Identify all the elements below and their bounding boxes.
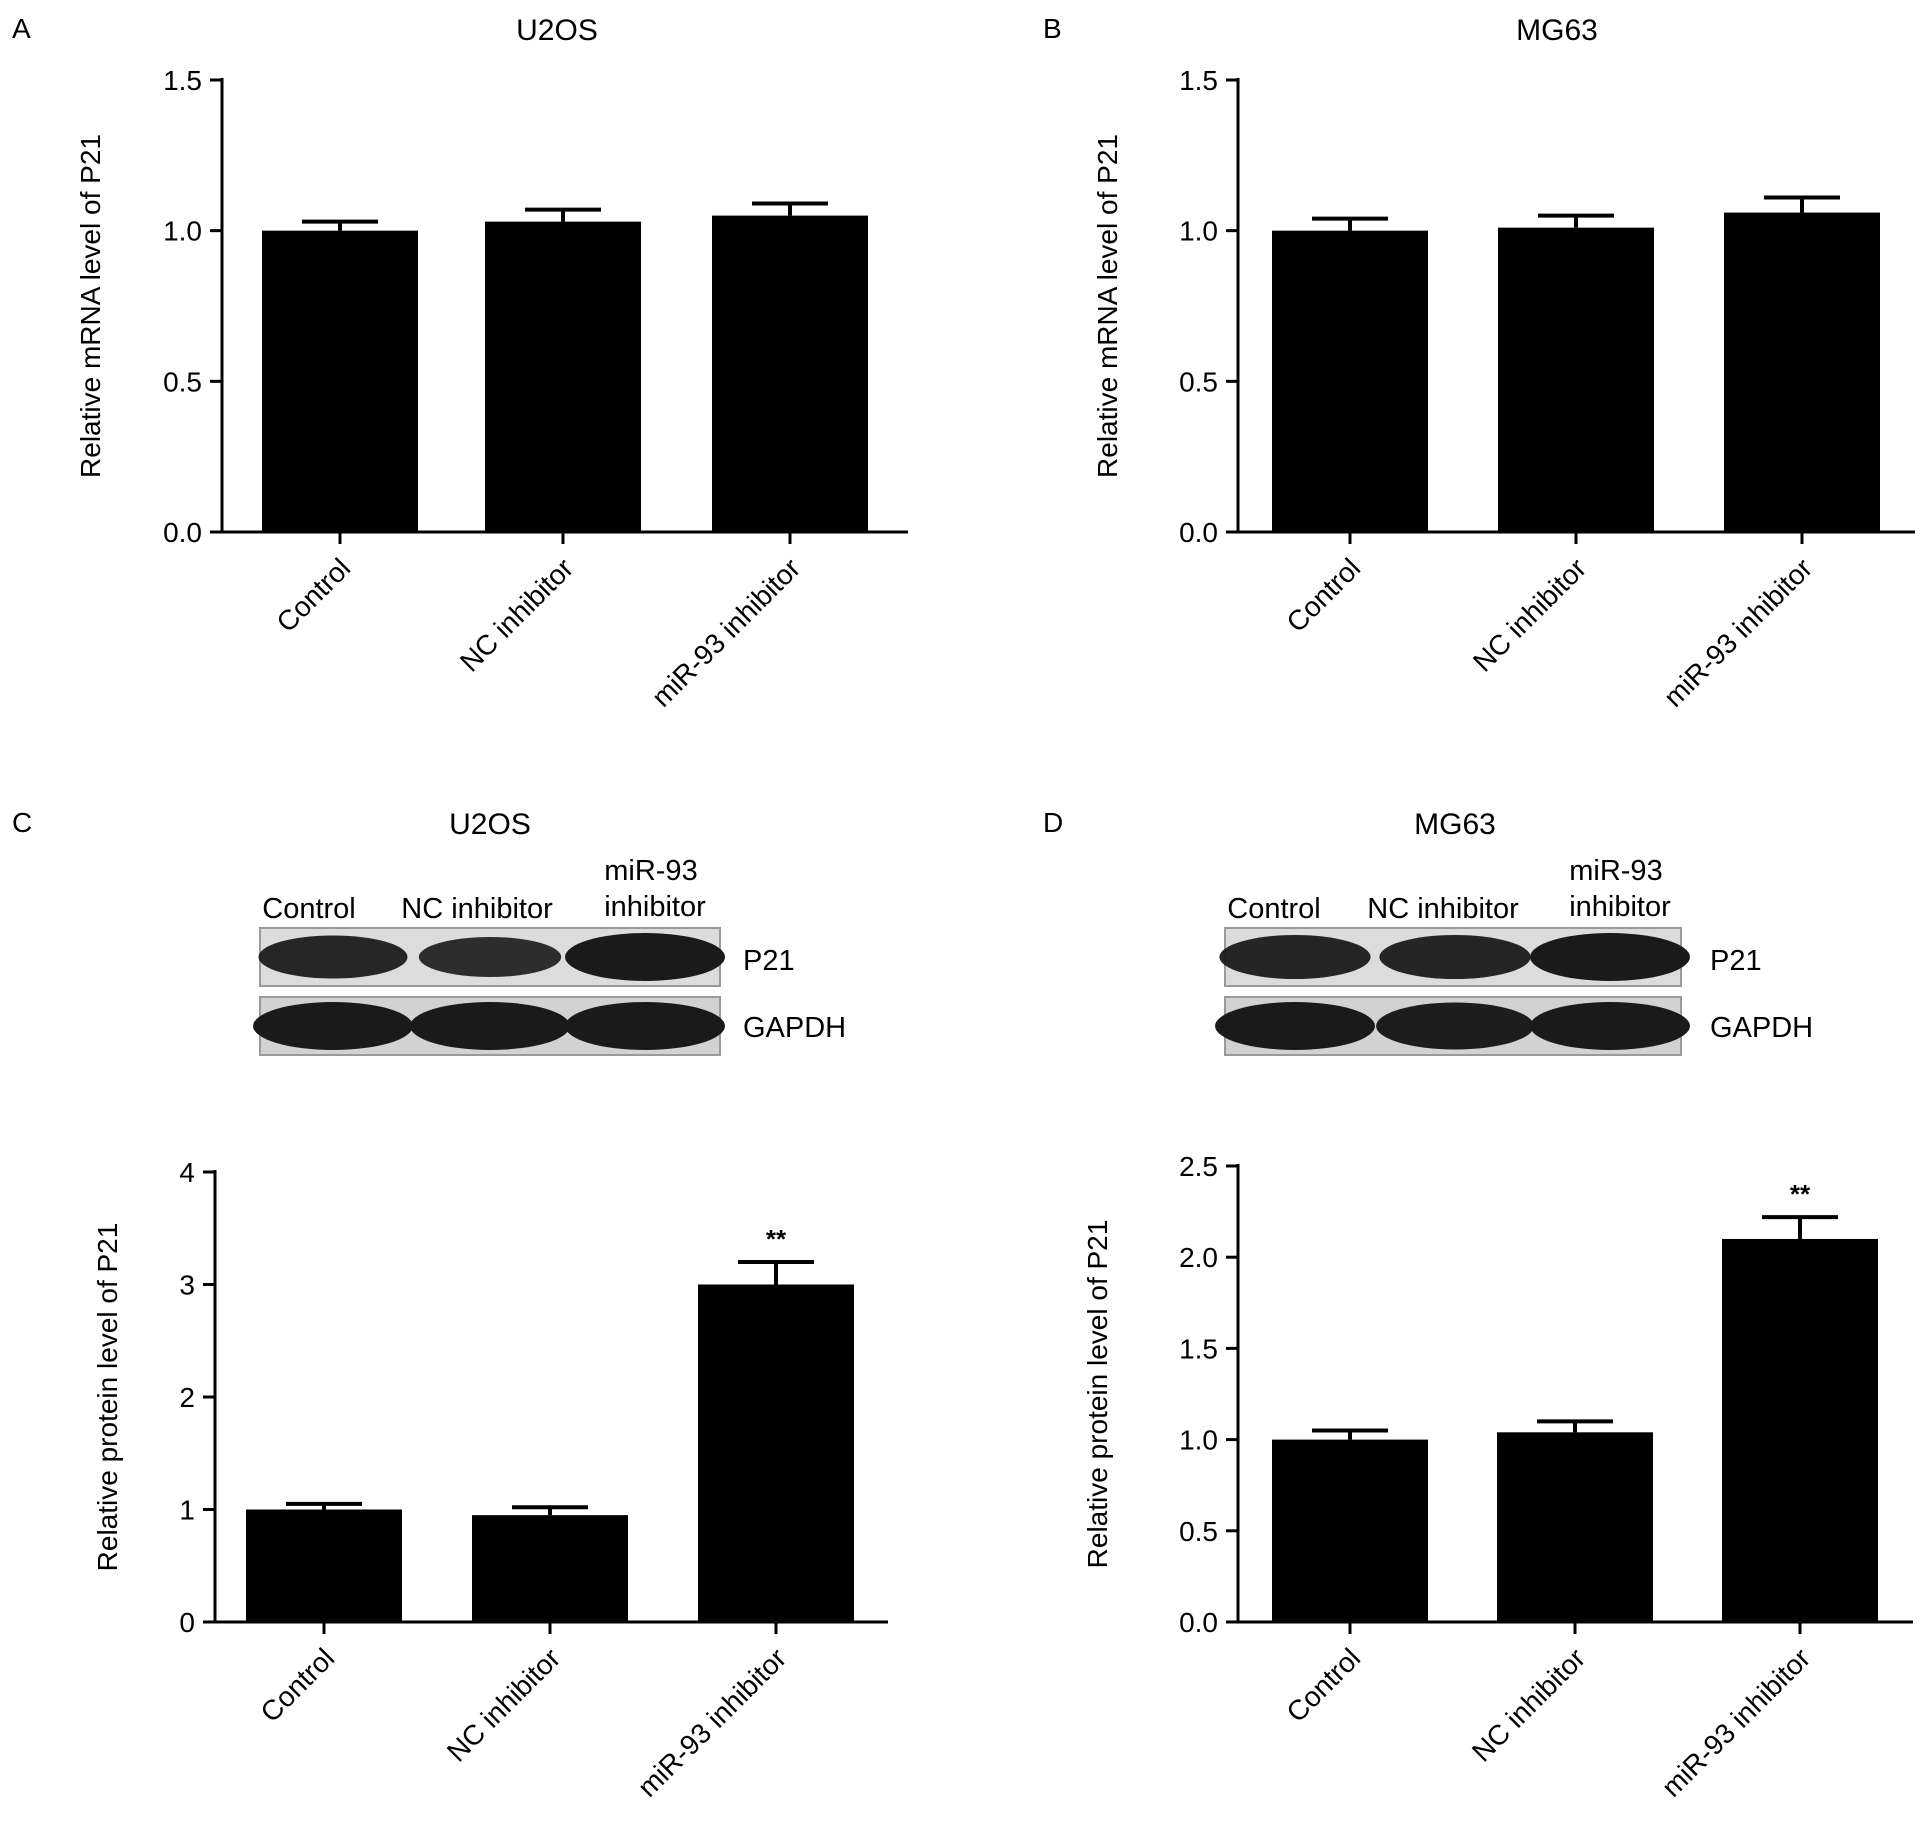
blot-bands-p21 <box>1219 933 1690 981</box>
x-tick-label: Control <box>254 1642 340 1728</box>
blot-bands-p21 <box>258 933 725 981</box>
blot-row-label-p21: P21 <box>743 945 795 977</box>
significance-label: ** <box>766 1224 787 1254</box>
bar <box>1497 1432 1653 1622</box>
bar <box>262 230 418 532</box>
panel-letter-b: B <box>1043 13 1062 44</box>
y-tick-label: 0.0 <box>1179 517 1218 548</box>
western-blot-c: Control NC inhibitor miR-93 inhibitor P2… <box>253 855 846 1056</box>
blot-lane-label: NC inhibitor <box>1367 893 1519 925</box>
y-tick-label: 0.5 <box>1179 1516 1218 1547</box>
x-tick-label: miR-93 inhibitor <box>1658 552 1819 713</box>
panel-letter-a: A <box>12 13 31 44</box>
x-tick-label: Control <box>1280 1642 1366 1728</box>
blot-row-label-gapdh: GAPDH <box>1710 1012 1813 1044</box>
y-tick-label: 0 <box>179 1607 195 1638</box>
y-tick-label: 3 <box>179 1270 195 1301</box>
x-tick-label: miR-93 inhibitor <box>632 1642 793 1803</box>
bar <box>698 1284 854 1622</box>
bar <box>1498 227 1654 533</box>
blot-band <box>1530 1002 1690 1050</box>
blot-lane-label: Control <box>1227 893 1321 925</box>
blot-lane-label: miR-93 inhibitor <box>604 855 706 923</box>
blot-bands-gapdh <box>1215 1002 1690 1050</box>
x-tick-label: Control <box>270 552 356 638</box>
blot-band <box>1379 935 1531 979</box>
x-tick-label: NC inhibitor <box>454 552 579 677</box>
panel-title-c: U2OS <box>449 808 531 841</box>
blot-lane-label: miR-93 inhibitor <box>1569 855 1671 923</box>
y-tick-label: 2 <box>179 1382 195 1413</box>
bar <box>1722 1238 1878 1622</box>
y-axis-label: Relative protein level of P21 <box>1082 1220 1113 1569</box>
x-tick-label: NC inhibitor <box>441 1642 566 1767</box>
x-tick-label: NC inhibitor <box>1467 552 1592 677</box>
y-tick-label: 1.5 <box>163 65 202 96</box>
panel-title-d: MG63 <box>1414 808 1496 841</box>
bar <box>1724 212 1880 532</box>
blot-band <box>253 1002 413 1050</box>
panel-letter-d: D <box>1043 807 1063 838</box>
bar-chart-d: ** 0.0 0.5 1.0 1.5 2.0 2.5 Control NC inhibitor m… <box>1082 1151 1913 1803</box>
y-tick-label: 2.5 <box>1179 1151 1218 1182</box>
panel-title-b: MG63 <box>1516 14 1598 47</box>
bar-chart-a: 0.0 0.5 1.0 1.5 Control NC inhibitor miR-93 in… <box>75 65 908 713</box>
western-blot-d: Control NC inhibitor miR-93 inhibitor P2… <box>1215 855 1813 1056</box>
bar <box>472 1515 628 1622</box>
y-tick-label: 4 <box>179 1157 195 1188</box>
y-tick-label: 1.0 <box>1179 1425 1218 1456</box>
x-tick-label: miR-93 inhibitor <box>646 552 807 713</box>
blot-band <box>565 1002 725 1050</box>
bar <box>246 1509 402 1622</box>
x-tick-label: NC inhibitor <box>1466 1642 1591 1767</box>
blot-band <box>410 1002 570 1050</box>
x-tick-label: miR-93 inhibitor <box>1656 1642 1817 1803</box>
y-tick-label: 1 <box>179 1495 195 1526</box>
blot-band <box>1215 1002 1375 1050</box>
bar-chart-b: 0.0 0.5 1.0 1.5 Control NC inhibitor miR-93 in… <box>1092 65 1915 713</box>
blot-band <box>418 937 562 977</box>
panel-title-a: U2OS <box>516 14 598 47</box>
y-axis-label: Relative mRNA level of P21 <box>1092 134 1123 478</box>
bar-chart-c: ** 0 1 2 3 4 Control NC inhibitor miR-93 inhibit… <box>92 1157 888 1803</box>
blot-lane-label: NC inhibitor <box>401 893 553 925</box>
blot-row-label-gapdh: GAPDH <box>743 1012 846 1044</box>
y-tick-label: 2.0 <box>1179 1242 1218 1273</box>
bar <box>1272 1439 1428 1622</box>
blot-band <box>1376 1002 1534 1050</box>
x-tick-label: Control <box>1280 552 1366 638</box>
y-tick-label: 0.0 <box>1179 1607 1218 1638</box>
y-tick-label: 0.5 <box>163 366 202 397</box>
bar <box>712 215 868 532</box>
significance-label: ** <box>1790 1179 1811 1209</box>
blot-band <box>258 935 408 979</box>
y-tick-label: 1.0 <box>163 216 202 247</box>
y-tick-label: 0.0 <box>163 517 202 548</box>
bar <box>485 221 641 533</box>
panel-letter-c: C <box>12 807 32 838</box>
y-axis-label: Relative mRNA level of P21 <box>75 134 106 478</box>
blot-band <box>565 933 725 981</box>
y-tick-label: 1.0 <box>1179 216 1218 247</box>
blot-row-label-p21: P21 <box>1710 945 1762 977</box>
bar <box>1272 230 1428 532</box>
blot-band <box>1219 935 1371 979</box>
y-tick-label: 1.5 <box>1179 65 1218 96</box>
blot-lane-label: Control <box>262 893 356 925</box>
blot-band <box>1530 933 1690 981</box>
y-tick-label: 1.5 <box>1179 1333 1218 1364</box>
blot-bands-gapdh <box>253 1002 725 1050</box>
y-axis-label: Relative protein level of P21 <box>92 1223 123 1572</box>
y-tick-label: 0.5 <box>1179 366 1218 397</box>
